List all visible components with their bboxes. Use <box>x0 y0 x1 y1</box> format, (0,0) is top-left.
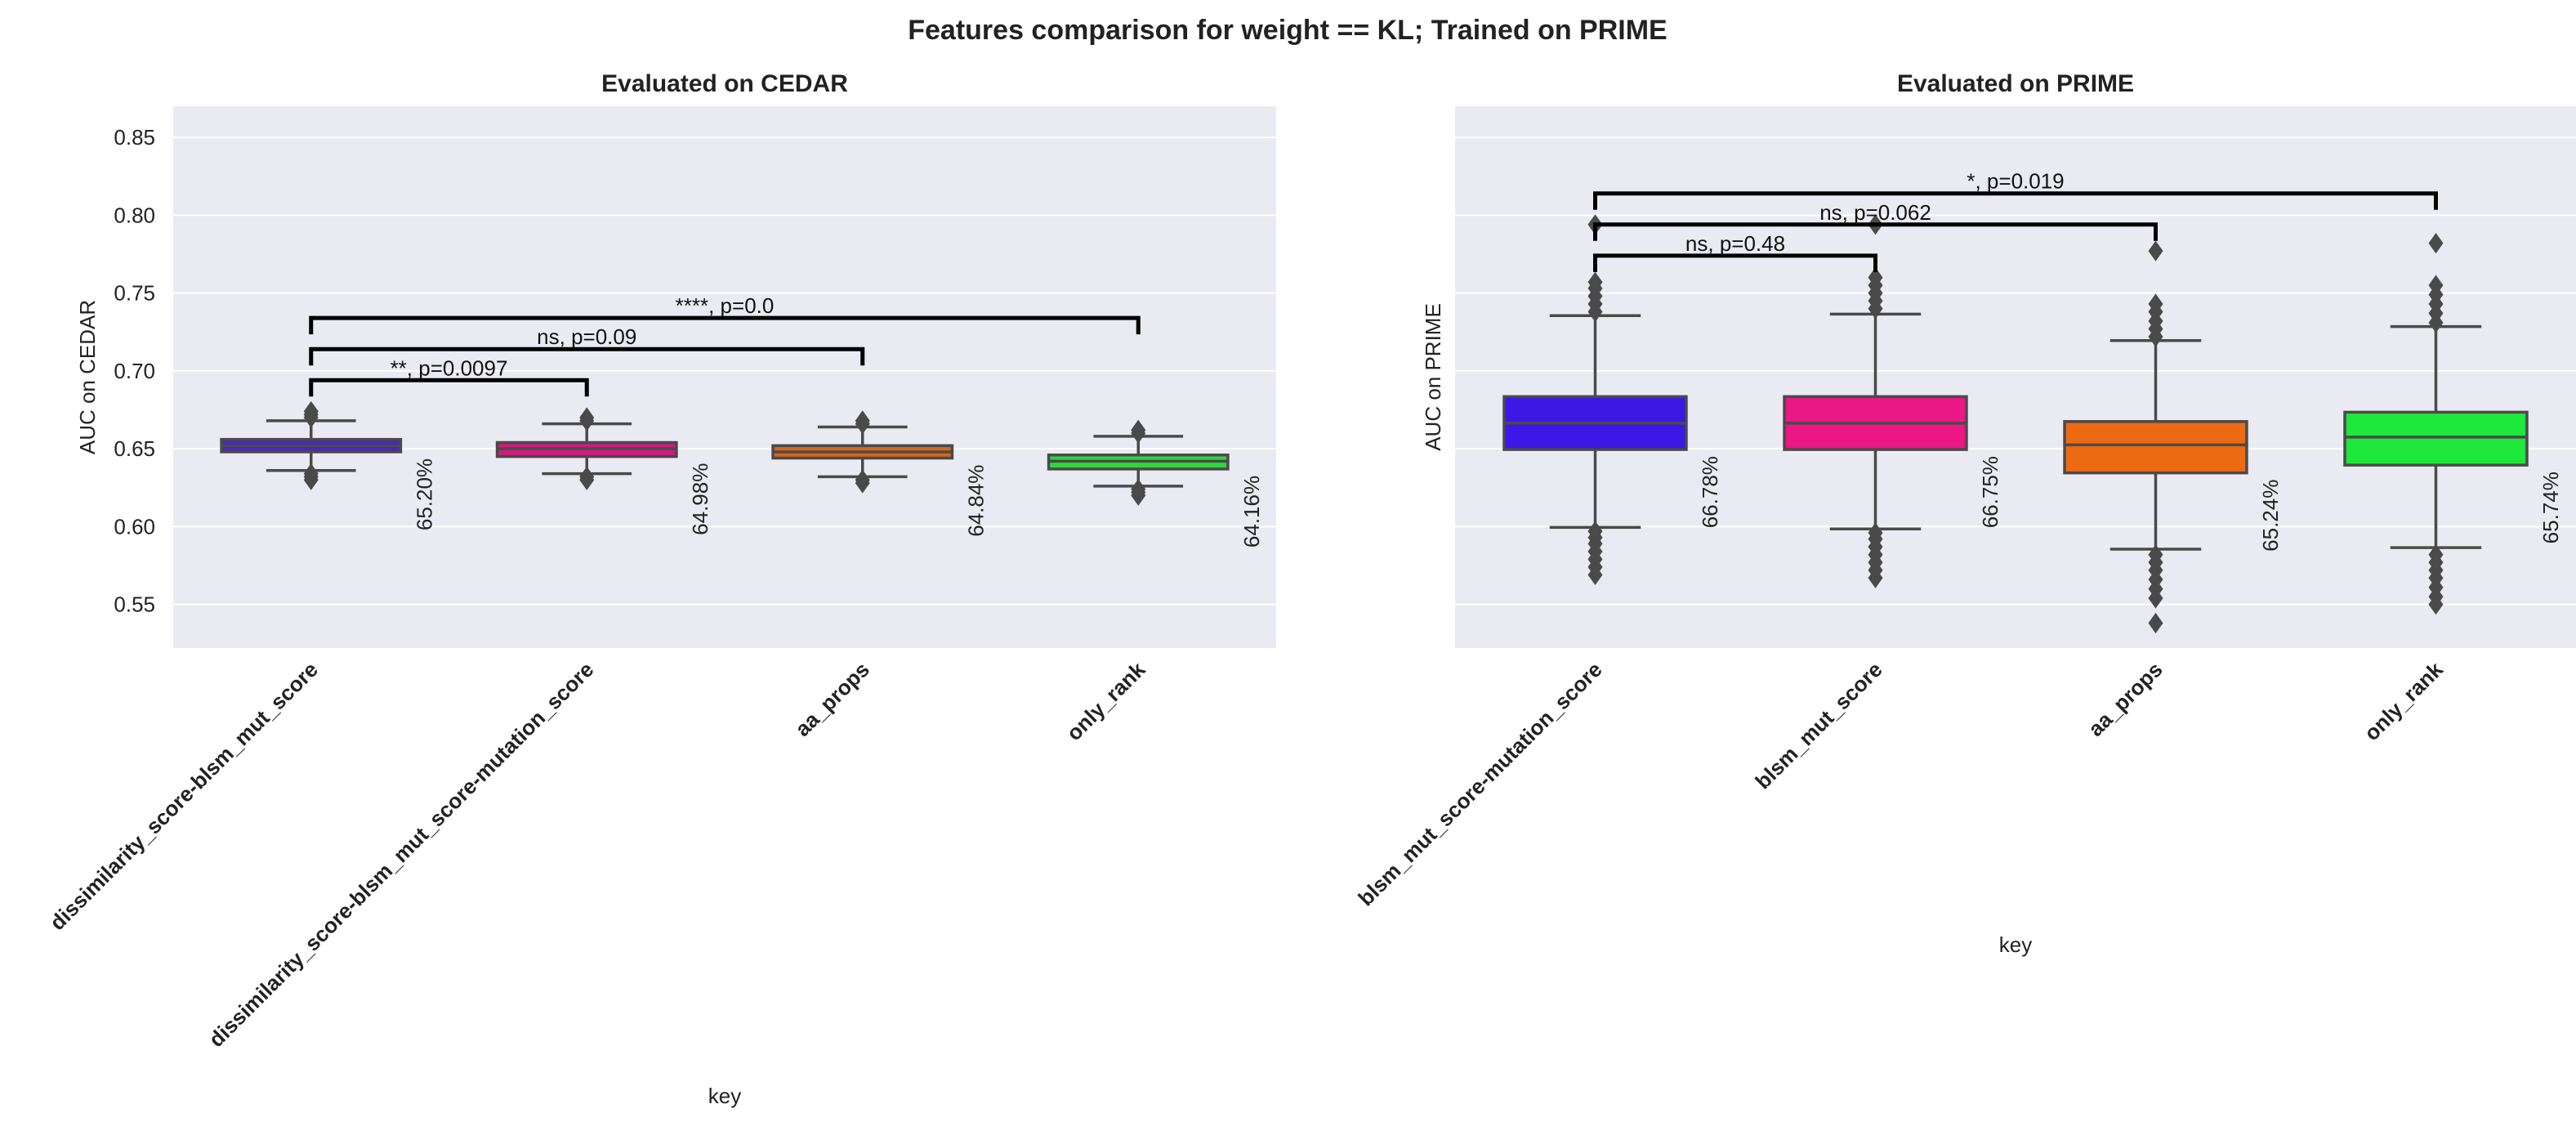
outlier-point <box>2148 293 2163 315</box>
plot-area <box>1455 106 2576 648</box>
y-tick-label: 0.75 <box>114 281 155 306</box>
outlier-point <box>2428 275 2444 296</box>
outlier-point <box>1868 266 1883 288</box>
outlier-point <box>855 472 870 494</box>
outlier-point <box>2148 240 2163 262</box>
outlier-point <box>855 410 870 431</box>
outlier-point <box>2148 588 2163 609</box>
chart-panel-2: AUC on PRIME Evaluated on PRIME key 66.78% 6… <box>1353 70 2576 957</box>
significance-label: **, p=0.0097 <box>391 355 508 380</box>
significance-bracket <box>1593 191 2438 210</box>
y-tick-label: 0.85 <box>114 125 155 150</box>
outlier-point <box>2428 233 2444 254</box>
outlier-point <box>1131 419 1146 440</box>
box-value-label: 65.74% <box>2538 472 2563 543</box>
y-axis-label: AUC on PRIME <box>1421 303 1445 451</box>
box-value-label: 65.24% <box>2258 480 2283 552</box>
y-tick-label: 0.65 <box>114 436 155 461</box>
significance-bracket <box>309 378 589 397</box>
box-group: 66.78% <box>1502 214 1722 586</box>
significance-label: ****, p=0.0 <box>676 293 775 318</box>
outlier-point <box>1587 271 1603 293</box>
figure-title: Features comparison for weight == KL; Tr… <box>908 15 1667 46</box>
panel-title: Evaluated on CEDAR <box>601 70 848 97</box>
y-axis-label: AUC on CEDAR <box>75 300 100 454</box>
significance-label: ns, p=0.09 <box>537 324 636 349</box>
box-group: 64.98% <box>495 407 712 535</box>
box-value-label: 65.20% <box>412 458 436 530</box>
outlier-point <box>303 400 319 422</box>
box-group: 64.16% <box>1047 419 1264 548</box>
box-iqr <box>2063 420 2248 475</box>
y-tick-label: 0.60 <box>114 514 155 539</box>
significance-label: ns, p=0.48 <box>1685 231 1785 256</box>
significance-label: ns, p=0.062 <box>1819 200 1931 225</box>
y-tick-label: 0.55 <box>114 592 155 617</box>
box-value-label: 64.84% <box>963 465 988 537</box>
box-group: 64.84% <box>771 410 988 537</box>
outlier-point <box>2428 594 2444 615</box>
outlier-point <box>2148 612 2163 634</box>
y-tick-label: 0.70 <box>114 359 155 383</box>
box-group: 65.20% <box>220 400 436 530</box>
box-value-label: 64.98% <box>688 463 712 535</box>
box-iqr <box>2343 410 2529 467</box>
outlier-point <box>579 407 595 428</box>
x-axis-label: key <box>708 1084 741 1108</box>
outlier-point <box>303 469 319 490</box>
significance-bracket <box>309 315 1141 335</box>
significance-bracket <box>1593 222 2158 241</box>
significance-bracket <box>1593 253 1877 272</box>
significance-label: *, p=0.019 <box>1967 169 2064 194</box>
box-value-label: 64.16% <box>1239 476 1264 548</box>
outlier-point <box>1868 567 1883 588</box>
box-value-label: 66.75% <box>1978 456 2002 528</box>
panel-title: Evaluated on PRIME <box>1897 70 2134 97</box>
box-group: 65.24% <box>2063 240 2283 634</box>
y-tick-label: 0.80 <box>114 203 155 227</box>
outlier-point <box>1131 485 1146 506</box>
box-group: 66.75% <box>1783 214 2002 588</box>
box-value-label: 66.78% <box>1698 456 1722 528</box>
plot-area <box>173 106 1276 648</box>
outlier-point <box>579 469 595 490</box>
box-group: 65.74% <box>2343 233 2563 615</box>
significance-bracket <box>309 346 865 366</box>
outlier-point <box>1587 564 1603 586</box>
x-axis-label: key <box>1999 932 2032 957</box>
